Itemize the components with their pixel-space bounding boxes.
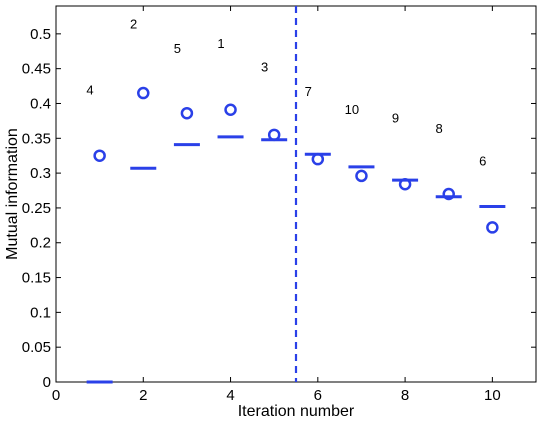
x-axis-ticks: 0 2 4 6 8 10 — [52, 6, 501, 404]
point-annotation: 9 — [392, 110, 399, 125]
circle-point — [224, 103, 237, 116]
circle-point — [355, 169, 368, 183]
circle-point — [93, 149, 106, 162]
y-tick-label: 0 — [43, 374, 51, 391]
point-annotation: 5 — [174, 41, 181, 56]
y-tick-label: 0.35 — [22, 130, 51, 147]
y-tick-label: 0.4 — [30, 95, 51, 112]
y-axis-label: Mutual information — [4, 128, 21, 260]
y-tick-label: 0.3 — [30, 165, 51, 182]
y-tick-label: 0.5 — [30, 26, 51, 43]
plot-frame — [55, 5, 537, 383]
point-annotation: 2 — [130, 16, 137, 31]
circle-point — [180, 106, 194, 120]
x-tick-label: 0 — [52, 387, 60, 404]
data-marks — [86, 86, 506, 384]
y-tick-label: 0.15 — [22, 270, 51, 287]
x-tick-label: 2 — [139, 387, 147, 404]
y-tick-label: 0.25 — [22, 200, 51, 217]
x-tick-label: 8 — [401, 387, 409, 404]
y-tick-label: 0.2 — [30, 235, 51, 252]
point-annotation: 7 — [305, 84, 312, 99]
point-annotation: 3 — [261, 60, 268, 75]
point-annotation: 6 — [479, 154, 486, 169]
circle-point — [137, 86, 150, 100]
y-axis-ticks: 0 0.05 0.1 0.15 0.2 0.25 0.3 0.35 0.4 0.45 0.5 — [22, 26, 536, 391]
point-annotation: 8 — [436, 121, 443, 136]
annotations: 4 2 5 1 3 7 10 9 8 6 — [86, 16, 486, 168]
circle-point — [486, 221, 499, 234]
circle-point — [442, 187, 455, 201]
y-tick-label: 0.45 — [22, 61, 51, 78]
x-axis-label: Iteration number — [238, 403, 355, 420]
x-tick-label: 10 — [484, 387, 501, 404]
point-annotation: 4 — [86, 83, 93, 98]
point-annotation: 10 — [345, 102, 359, 117]
x-tick-label: 6 — [314, 387, 322, 404]
y-tick-label: 0.1 — [30, 304, 51, 321]
y-tick-label: 0.05 — [22, 339, 51, 356]
point-annotation: 1 — [217, 36, 224, 51]
x-tick-label: 4 — [226, 387, 234, 404]
